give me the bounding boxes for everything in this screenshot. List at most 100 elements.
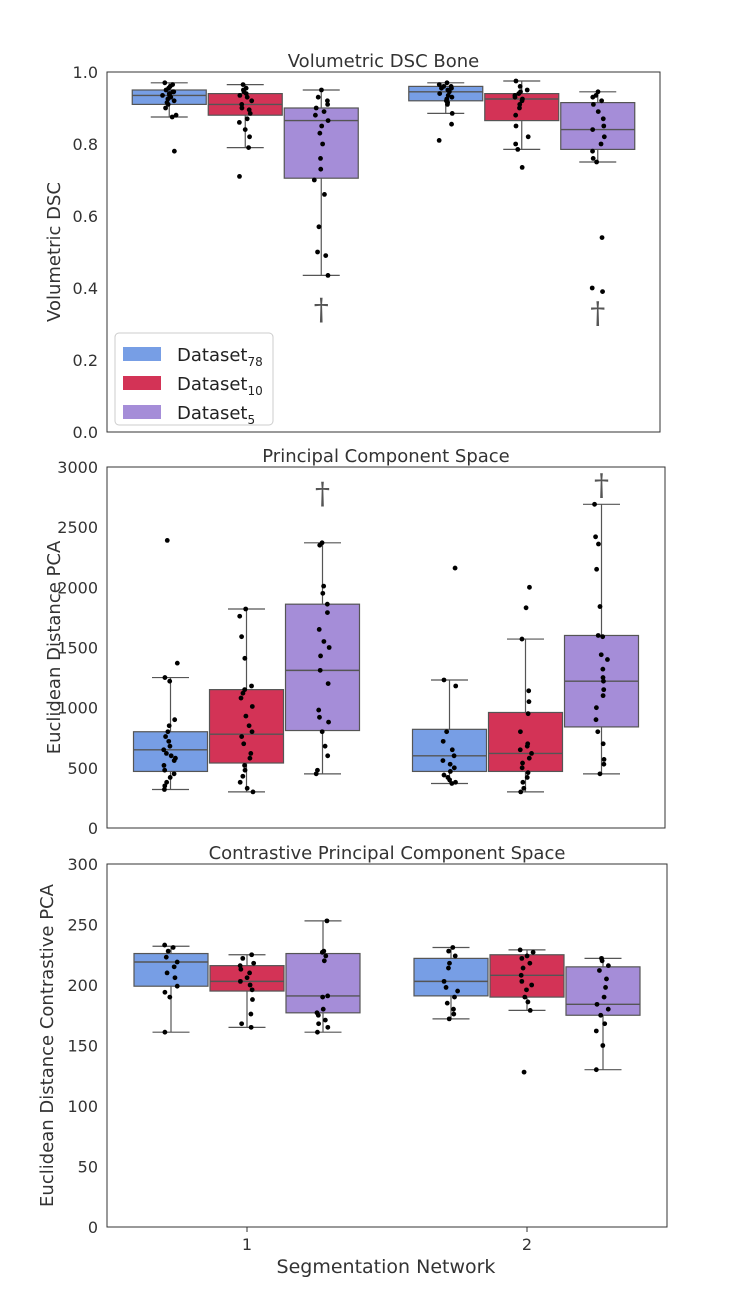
- legend-label-base: Dataset: [177, 403, 248, 424]
- y-tick-label: 100: [67, 1097, 98, 1116]
- data-point: [325, 273, 331, 278]
- data-point: [315, 1029, 320, 1035]
- data-point: [243, 91, 249, 96]
- legend-label-base: Dataset: [177, 374, 248, 395]
- data-point: [249, 683, 254, 689]
- data-point: [524, 775, 530, 780]
- data-point: [248, 750, 254, 756]
- data-point: [250, 789, 256, 795]
- data-point: [529, 982, 535, 988]
- data-point: [324, 918, 330, 924]
- data-point: [161, 763, 167, 768]
- data-point: [453, 683, 459, 689]
- y-tick-label: 150: [67, 1037, 98, 1056]
- data-point: [319, 123, 325, 129]
- data-point: [240, 82, 246, 87]
- data-point: [602, 1021, 608, 1027]
- data-point: [317, 542, 323, 548]
- data-point: [171, 148, 177, 154]
- data-point: [590, 94, 596, 100]
- y-tick-label: 200: [67, 976, 98, 995]
- data-point: [520, 779, 526, 785]
- data-point: [530, 949, 536, 955]
- data-point: [242, 655, 248, 661]
- data-point: [237, 779, 243, 785]
- data-point: [321, 958, 327, 964]
- data-point: [247, 755, 253, 761]
- y-tick-label: 50: [78, 1158, 98, 1177]
- data-point: [518, 972, 524, 978]
- data-point: [600, 289, 605, 294]
- data-point: [322, 743, 328, 749]
- data-point: [161, 747, 167, 753]
- data-point: [597, 771, 603, 777]
- data-point: [527, 960, 533, 966]
- data-point: [247, 111, 253, 116]
- data-point: [526, 688, 532, 694]
- data-point: [311, 177, 317, 183]
- data-point: [167, 775, 173, 780]
- data-point: [317, 667, 323, 673]
- data-point: [596, 541, 601, 547]
- data-point: [315, 767, 320, 773]
- data-point: [517, 102, 523, 107]
- data-point: [524, 953, 530, 959]
- data-point: [605, 963, 611, 969]
- data-point: [449, 94, 455, 100]
- data-point: [247, 982, 253, 988]
- data-point: [441, 677, 447, 683]
- data-point: [523, 605, 529, 611]
- legend-label: Dataset78: [177, 345, 263, 369]
- data-point: [595, 729, 601, 735]
- data-point: [320, 1006, 326, 1012]
- data-point: [251, 960, 257, 966]
- data-point: [446, 89, 452, 95]
- data-point: [519, 165, 525, 170]
- data-point: [163, 105, 168, 111]
- data-point: [237, 963, 243, 969]
- data-point: [162, 989, 168, 995]
- data-point: [525, 134, 531, 140]
- data-point: [313, 105, 319, 111]
- data-point: [589, 285, 595, 291]
- plot-frame: [106, 71, 661, 433]
- panel-volumetric-dsc: Volumetric DSC Bone 0.0 0.2 0.4 0.6 0.8 1.0 Vol…: [44, 51, 661, 442]
- data-point: [318, 156, 323, 161]
- data-point: [600, 116, 606, 122]
- data-point: [601, 687, 607, 693]
- data-point: [174, 959, 180, 965]
- data-point: [236, 120, 242, 125]
- data-point: [321, 109, 327, 114]
- data-point: [601, 123, 607, 129]
- y-tick-label: 500: [67, 759, 98, 778]
- data-point: [439, 85, 444, 91]
- data-point: [320, 994, 326, 1000]
- data-point: [312, 112, 318, 118]
- data-point: [517, 747, 523, 753]
- data-point: [163, 954, 169, 960]
- data-point: [600, 693, 606, 699]
- data-point: [521, 785, 527, 791]
- legend-swatch: [123, 405, 161, 419]
- dagger-marker: †: [315, 476, 330, 511]
- data-point: [601, 134, 607, 140]
- y-tick-label: 300: [67, 855, 98, 874]
- data-point: [603, 985, 608, 990]
- data-point: [318, 653, 323, 659]
- y-axis-label: Volumetric DSC: [44, 182, 65, 322]
- legend-swatch: [123, 347, 161, 361]
- data-point: [593, 717, 599, 723]
- data-point: [240, 773, 246, 779]
- data-point: [321, 639, 327, 644]
- box-iqr: [208, 689, 285, 764]
- data-point: [593, 1028, 599, 1034]
- data-point: [242, 127, 248, 132]
- data-point: [449, 781, 455, 786]
- data-point: [449, 111, 455, 116]
- data-point: [447, 960, 452, 966]
- x-axis-label: Segmentation Network: [277, 1256, 496, 1278]
- data-point: [519, 636, 525, 642]
- data-point: [240, 955, 246, 961]
- dagger-marker: †: [314, 293, 329, 328]
- data-point: [597, 604, 603, 609]
